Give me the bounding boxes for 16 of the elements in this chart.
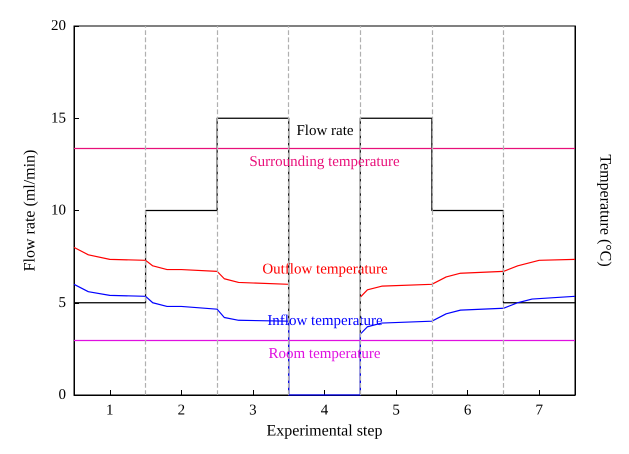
y-axis-title: Flow rate (ml/min) [22, 150, 38, 272]
y-tick-label: 20 [51, 18, 66, 34]
x-tick-label: 4 [320, 402, 329, 418]
x-tick-label: 2 [178, 402, 186, 418]
y-tick-label: 5 [58, 294, 66, 311]
x-tick-label: 6 [464, 402, 472, 418]
y-tick-label: 10 [51, 202, 66, 218]
x-tick-label: 5 [392, 402, 400, 418]
x-tick-label: 3 [249, 402, 257, 418]
x-tick-label: 7 [535, 402, 544, 418]
y-tick-label: 0 [58, 387, 66, 403]
series-label: Flow rate [296, 123, 354, 140]
x-axis-title: Experimental step [266, 422, 382, 440]
x-tick-label: 1 [106, 402, 114, 418]
y-tick-label: 15 [51, 110, 66, 126]
y2-axis-title: Temperature (°C) [596, 154, 614, 267]
